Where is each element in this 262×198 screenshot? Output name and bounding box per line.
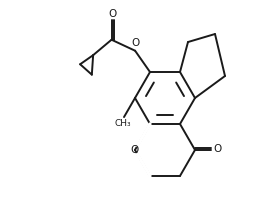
Text: O: O: [130, 145, 138, 155]
Text: O: O: [108, 9, 117, 19]
Text: CH₃: CH₃: [115, 119, 131, 128]
Text: O: O: [213, 144, 221, 154]
Text: O: O: [131, 38, 139, 48]
